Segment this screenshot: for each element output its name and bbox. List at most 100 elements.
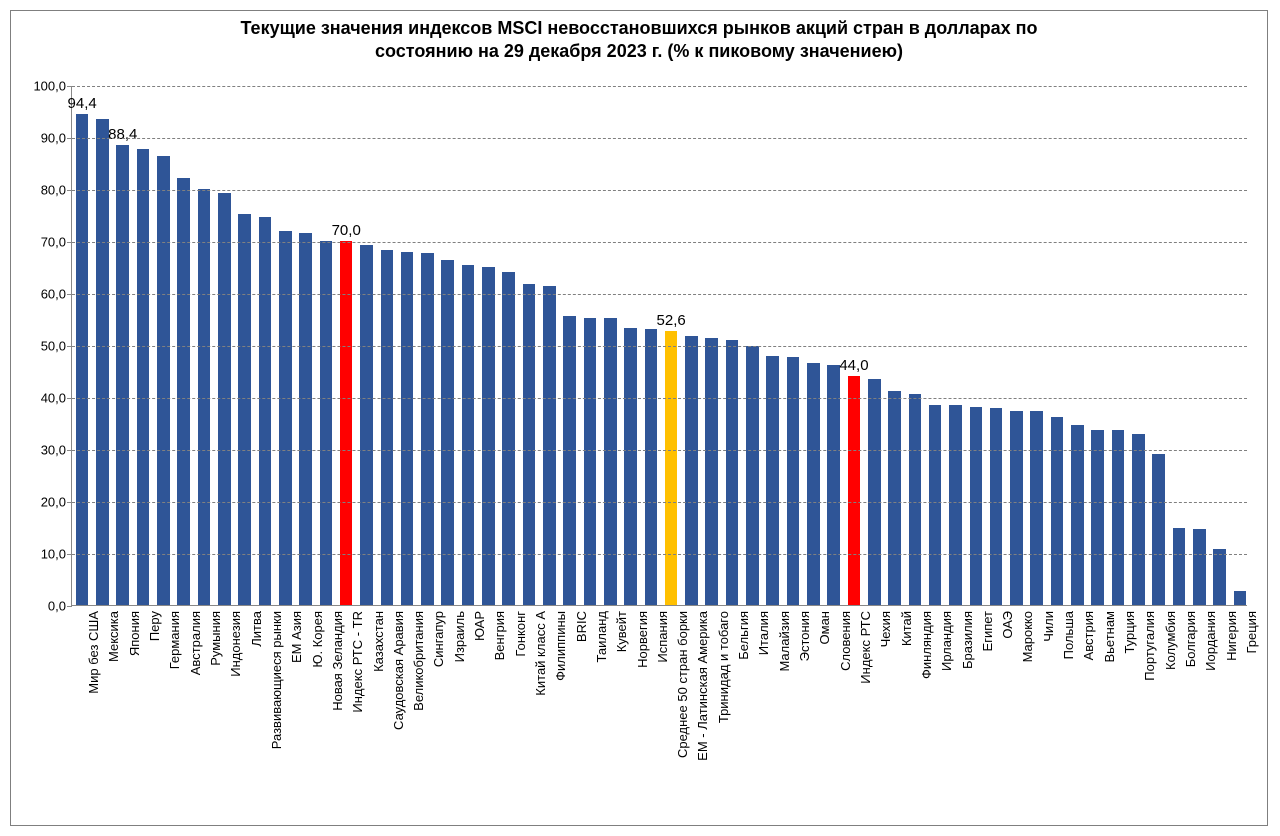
- bar: [279, 231, 292, 605]
- bar: [1132, 434, 1145, 605]
- x-tick-label: Индекс РТС - TR: [350, 611, 365, 713]
- x-tick-label: Развивающиеся рынки: [269, 611, 284, 749]
- x-tick-label: Перу: [147, 611, 162, 641]
- grid-line: [72, 450, 1247, 451]
- x-tick-label: Мир без США: [86, 611, 101, 694]
- x-tick-label: Норвегия: [635, 611, 650, 668]
- y-tick-label: 90,0: [41, 131, 72, 146]
- bar-value-label: 70,0: [332, 222, 361, 239]
- chart-frame: Текущие значения индексов MSCI невосстан…: [10, 10, 1268, 826]
- bar: [116, 145, 129, 605]
- bar: [604, 318, 617, 605]
- x-tick-label: Тринидад и тобаго: [716, 611, 731, 723]
- bar: [1193, 529, 1206, 605]
- y-tick-label: 20,0: [41, 495, 72, 510]
- x-tick-label: BRIC: [574, 611, 589, 642]
- x-tick-label: Колумбия: [1163, 611, 1178, 670]
- bar: [157, 156, 170, 605]
- bar-value-label: 94,4: [68, 95, 97, 112]
- x-tick-label: Германия: [167, 611, 182, 669]
- x-tick-label: Литва: [249, 611, 264, 647]
- bar: [340, 241, 353, 605]
- bar: [746, 346, 759, 605]
- chart-title-line1: Текущие значения индексов MSCI невосстан…: [240, 18, 1037, 38]
- plot-area-wrap: 94,488,470,052,644,0 0,010,020,030,040,0…: [71, 86, 1247, 606]
- y-tick-label: 10,0: [41, 547, 72, 562]
- x-tick-label: Италия: [756, 611, 771, 655]
- bar: [848, 376, 861, 605]
- x-tick-label: Филиппины: [553, 611, 568, 681]
- bar: [137, 149, 150, 605]
- bar: [96, 119, 109, 605]
- x-tick-label: Польша: [1061, 611, 1076, 659]
- x-tick-label: Венгрия: [492, 611, 507, 660]
- bar: [1213, 549, 1226, 605]
- x-tick-label: Чехия: [878, 611, 893, 647]
- x-tick-label: Португалия: [1142, 611, 1157, 681]
- x-tick-label: Казахстан: [371, 611, 386, 672]
- bar: [990, 408, 1003, 605]
- bar: [685, 336, 698, 605]
- bar-value-label: 52,6: [657, 312, 686, 329]
- bar-value-label: 88,4: [108, 126, 137, 143]
- bar: [868, 379, 881, 605]
- bar: [198, 189, 211, 605]
- x-tick-label: Мексика: [106, 611, 121, 662]
- x-tick-label: Чили: [1041, 611, 1056, 642]
- chart-title: Текущие значения индексов MSCI невосстан…: [11, 11, 1267, 62]
- x-tick-label: Кувейт: [614, 611, 629, 652]
- bar: [360, 245, 373, 605]
- bar: [827, 365, 840, 605]
- x-tick-label: Румыния: [208, 611, 223, 666]
- x-tick-label: Испания: [655, 611, 670, 663]
- x-tick-label: Марокко: [1020, 611, 1035, 662]
- chart-title-line2: состоянию на 29 декабря 2023 г. (% к пик…: [375, 41, 903, 61]
- x-tick-label: Индонезия: [228, 611, 243, 677]
- grid-line: [72, 346, 1247, 347]
- x-tick-label: Оман: [817, 611, 832, 644]
- bar: [523, 284, 536, 605]
- bar: [1030, 411, 1043, 605]
- grid-line: [72, 190, 1247, 191]
- bar: [381, 250, 394, 605]
- x-tick-label: Таиланд: [594, 611, 609, 662]
- x-tick-label: Новая Зеландия: [330, 611, 345, 711]
- bar: [320, 241, 333, 605]
- bar: [949, 405, 962, 605]
- bar: [705, 338, 718, 605]
- bar: [1010, 411, 1023, 605]
- y-tick-label: 70,0: [41, 235, 72, 250]
- y-tick-label: 60,0: [41, 287, 72, 302]
- x-tick-label: Саудовская Аравия: [391, 611, 406, 730]
- y-tick-label: 100,0: [33, 79, 72, 94]
- x-tick-label: Бразилия: [960, 611, 975, 669]
- y-tick-label: 80,0: [41, 183, 72, 198]
- bar: [888, 391, 901, 605]
- bar: [584, 318, 597, 605]
- x-tick-label: Гонконг: [513, 611, 528, 657]
- x-tick-label: ЕМ Азия: [289, 611, 304, 663]
- bar: [766, 356, 779, 605]
- x-labels-container: Мир без СШАМексикаЯпонияПеруГерманияАвст…: [71, 607, 1247, 825]
- bar: [76, 114, 89, 605]
- x-tick-label: Греция: [1244, 611, 1259, 654]
- x-tick-label: Китай: [899, 611, 914, 646]
- bar: [726, 340, 739, 605]
- grid-line: [72, 86, 1247, 87]
- bar: [299, 233, 312, 605]
- bar: [807, 363, 820, 605]
- plot-area: 94,488,470,052,644,0 0,010,020,030,040,0…: [71, 86, 1247, 606]
- bar: [1051, 417, 1064, 605]
- bar: [1071, 425, 1084, 605]
- x-tick-label: ЮАР: [472, 611, 487, 641]
- x-tick-label: Ю. Корея: [310, 611, 325, 668]
- bar: [218, 193, 231, 605]
- x-tick-label: Великобритания: [411, 611, 426, 711]
- bar: [259, 217, 272, 605]
- x-tick-label: Среднее 50 стран борки: [675, 611, 690, 758]
- y-tick-label: 40,0: [41, 391, 72, 406]
- grid-line: [72, 502, 1247, 503]
- x-tick-label: Бельгия: [736, 611, 751, 660]
- x-tick-label: Австрия: [1081, 611, 1096, 660]
- bar: [421, 253, 434, 605]
